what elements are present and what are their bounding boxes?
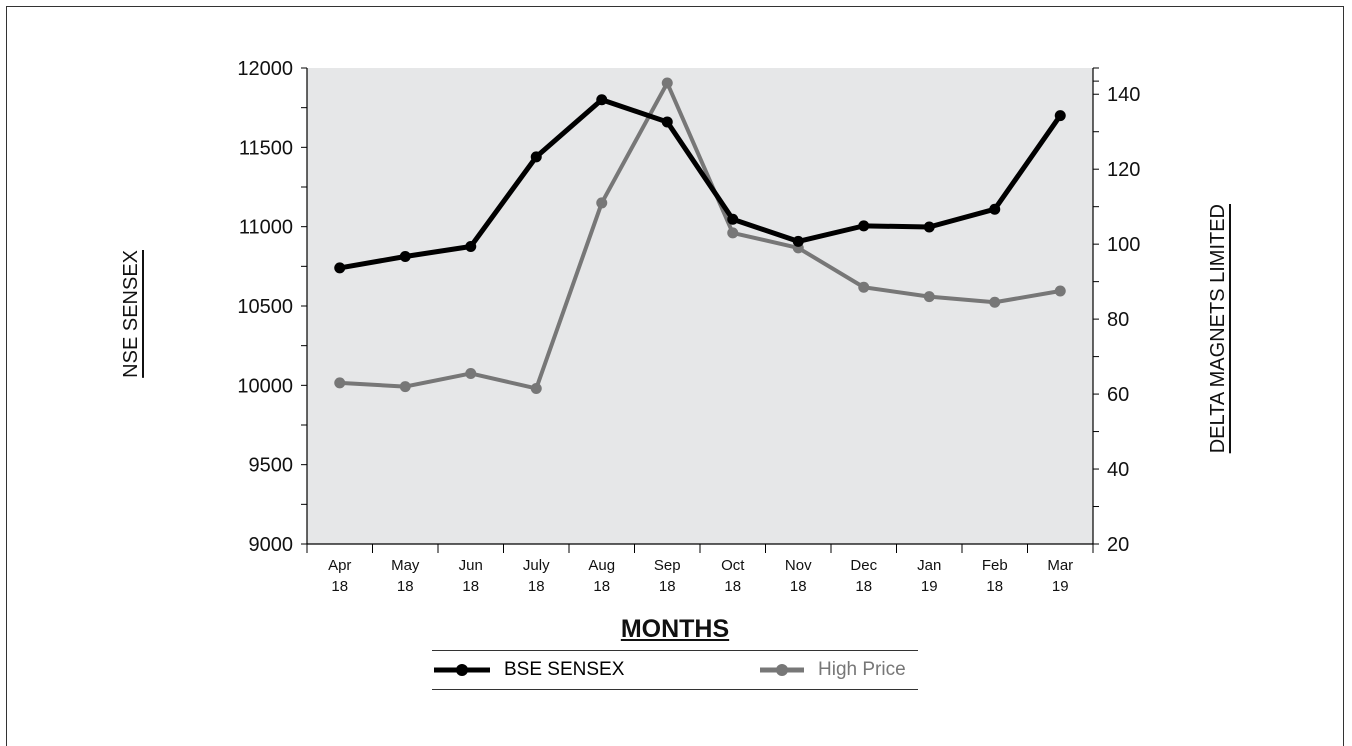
y-axis-left-title-box: NSE SENSEX [111,216,151,412]
legend-label-high-price: High Price [818,659,906,680]
data-point-bse-sensex [858,220,870,232]
data-point-bse-sensex [989,203,1001,215]
data-point-bse-sensex [334,262,346,274]
data-point-high-price [858,281,870,293]
x-tick-label-month: July [523,557,550,574]
data-point-bse-sensex [530,151,542,163]
x-tick-label-month: Dec [850,557,877,574]
series-line-high-price [339,80,1061,391]
data-point-bse-sensex [792,235,804,247]
y-axis-right-title: DELTA MAGNETS LIMITED [1206,204,1229,454]
data-point-high-price [465,367,477,379]
data-point-bse-sensex [661,116,673,128]
data-point-high-price [1054,285,1066,297]
y-right-tick-label: 100 [1107,234,1140,256]
data-point-bse-sensex [399,250,411,262]
y-left-tick-label: 12000 [237,58,293,80]
legend-label-bse-sensex: BSE SENSEX [504,659,625,680]
legend-swatch-bse-sensex [434,664,490,676]
data-point-bse-sensex [727,213,739,225]
data-point-high-price [923,291,935,303]
data-point-bse-sensex [596,94,608,106]
x-tick-label-month: May [391,557,420,574]
legend-item-bse-sensex: BSE SENSEX [434,651,624,689]
data-point-high-price [596,197,608,209]
series-line-bse-sensex [339,97,1063,271]
x-tick-label-month: Jun [459,557,483,574]
x-tick-label-month: Sep [654,557,681,574]
plot-area [307,68,1093,544]
y-right-tick-label: 60 [1107,384,1129,406]
x-tick-label-month: Jan [917,557,941,574]
y-right-tick-label: 120 [1107,159,1140,181]
data-point-high-price [334,377,346,389]
data-point-bse-sensex [923,221,935,233]
data-point-high-price [727,227,739,239]
x-tick-label-month: Nov [785,557,812,574]
x-tick-label-month: Aug [588,557,615,574]
x-axis-title: MONTHS [620,615,730,643]
data-point-high-price [661,77,673,89]
x-tick-label-year: 18 [986,578,1003,595]
x-tick-label-year: 19 [921,578,938,595]
x-tick-label-month: Apr [328,557,351,574]
x-tick-label-year: 18 [331,578,348,595]
x-tick-label-year: 18 [462,578,479,595]
y-right-tick-label: 140 [1107,84,1140,106]
x-tick-label-year: 18 [659,578,676,595]
data-point-high-price [530,382,542,394]
x-tick-label-year: 19 [1052,578,1069,595]
chart-frame [6,6,1344,746]
y-left-tick-label: 11000 [239,217,293,239]
x-tick-label-year: 18 [397,578,414,595]
x-tick-label-year: 18 [724,578,741,595]
x-tick-label-month: Mar [1047,557,1073,574]
data-point-bse-sensex [465,241,477,252]
x-tick-label-year: 18 [593,578,610,595]
y-right-tick-label: 40 [1107,459,1129,481]
legend-item-high-price: High Price [760,651,906,689]
y-right-tick-label: 20 [1107,534,1129,556]
y-left-tick-label: 9500 [249,455,294,477]
x-tick-label-year: 18 [855,578,872,595]
y-right-tick-label: 80 [1107,309,1129,331]
x-tick-label-month: Oct [721,557,745,574]
y-left-tick-label: 10500 [237,296,293,318]
y-left-tick-label: 11500 [239,137,293,159]
x-tick-label-year: 18 [528,578,545,595]
x-tick-label-month: Feb [982,557,1008,574]
data-point-high-price [989,296,1001,308]
data-point-bse-sensex [1054,110,1066,122]
y-left-tick-label: 10000 [237,375,293,397]
y-axis-left-title: NSE SENSEX [119,250,142,378]
legend: BSE SENSEX High Price [432,650,918,690]
y-axis-right-title-box: DELTA MAGNETS LIMITED [1198,160,1238,498]
data-point-high-price [399,381,411,393]
y-left-tick-label: 9000 [249,534,294,556]
x-tick-label-year: 18 [790,578,807,595]
legend-swatch-high-price [760,664,804,676]
